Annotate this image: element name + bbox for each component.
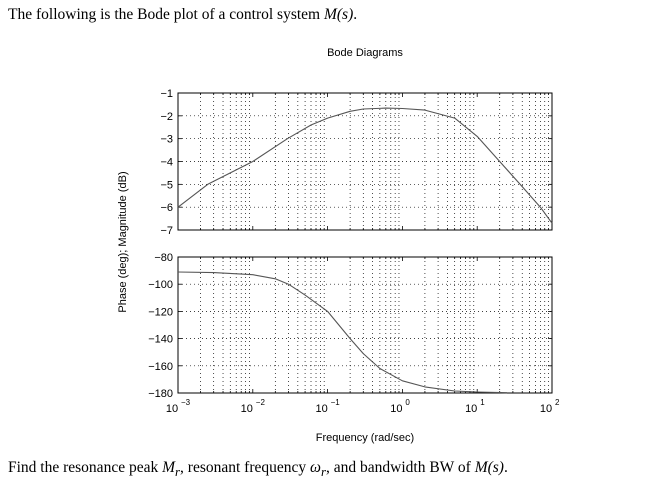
x-tick-exponent: −2 — [256, 398, 266, 407]
system-symbol-2: M(s) — [474, 459, 504, 476]
x-tick-label: 10 — [540, 403, 552, 415]
magnitude-curve — [177, 107, 553, 224]
y-tick-label: −4 — [160, 157, 173, 169]
task-text: Find the resonance peak — [8, 459, 159, 476]
x-tick-exponent: −1 — [331, 398, 341, 407]
x-tick-label: 10 — [315, 403, 327, 415]
phase-curve — [177, 271, 508, 394]
y-tick-label: −6 — [160, 202, 173, 214]
y-tick-label: −7 — [160, 225, 173, 237]
question-task: Find the resonance peak Mr, resonant fre… — [8, 459, 508, 480]
x-tick-label: 10 — [241, 403, 253, 415]
y-tick-label: −180 — [148, 388, 173, 400]
y-tick-label: −1 — [160, 88, 173, 100]
y-tick-label: −80 — [154, 252, 173, 264]
y-tick-label: −160 — [148, 361, 173, 373]
symbol-wr: ω — [310, 459, 321, 476]
subscript-r-2: r — [320, 464, 327, 480]
x-tick-exponent: −3 — [181, 398, 191, 407]
question-intro: The following is the Bode plot of a cont… — [8, 6, 357, 24]
symbol-Mr: M — [162, 459, 176, 476]
y-tick-label: −120 — [148, 306, 173, 318]
y-tick-label: −140 — [148, 334, 173, 346]
task-text-3: , and bandwidth BW of — [326, 459, 471, 476]
x-tick-label: 10 — [465, 403, 477, 415]
y-axis-label: Phase (deg); Magnitude (dB) — [117, 171, 129, 312]
x-tick-exponent: 1 — [480, 398, 485, 407]
chart-title: Bode Diagrams — [327, 47, 403, 59]
period-2: . — [503, 459, 508, 476]
y-tick-label: −100 — [148, 279, 173, 291]
y-tick-label: −2 — [160, 111, 173, 123]
intro-text: The following is the Bode plot of a cont… — [8, 6, 321, 23]
task-text-2: , resonant frequency — [180, 459, 307, 476]
period: . — [353, 6, 358, 23]
subscript-r: r — [175, 464, 181, 480]
system-symbol: M(s) — [323, 6, 354, 23]
x-tick-label: 10 — [390, 403, 402, 415]
y-tick-label: −5 — [160, 179, 173, 191]
plot-frame — [177, 256, 553, 394]
x-axis-label: Frequency (rad/sec) — [316, 432, 414, 444]
x-tick-exponent: 0 — [405, 398, 410, 407]
plot-frame — [177, 92, 553, 231]
x-tick-label: 10 — [166, 403, 178, 415]
x-tick-exponent: 2 — [555, 398, 560, 407]
y-tick-label: −3 — [160, 134, 173, 146]
